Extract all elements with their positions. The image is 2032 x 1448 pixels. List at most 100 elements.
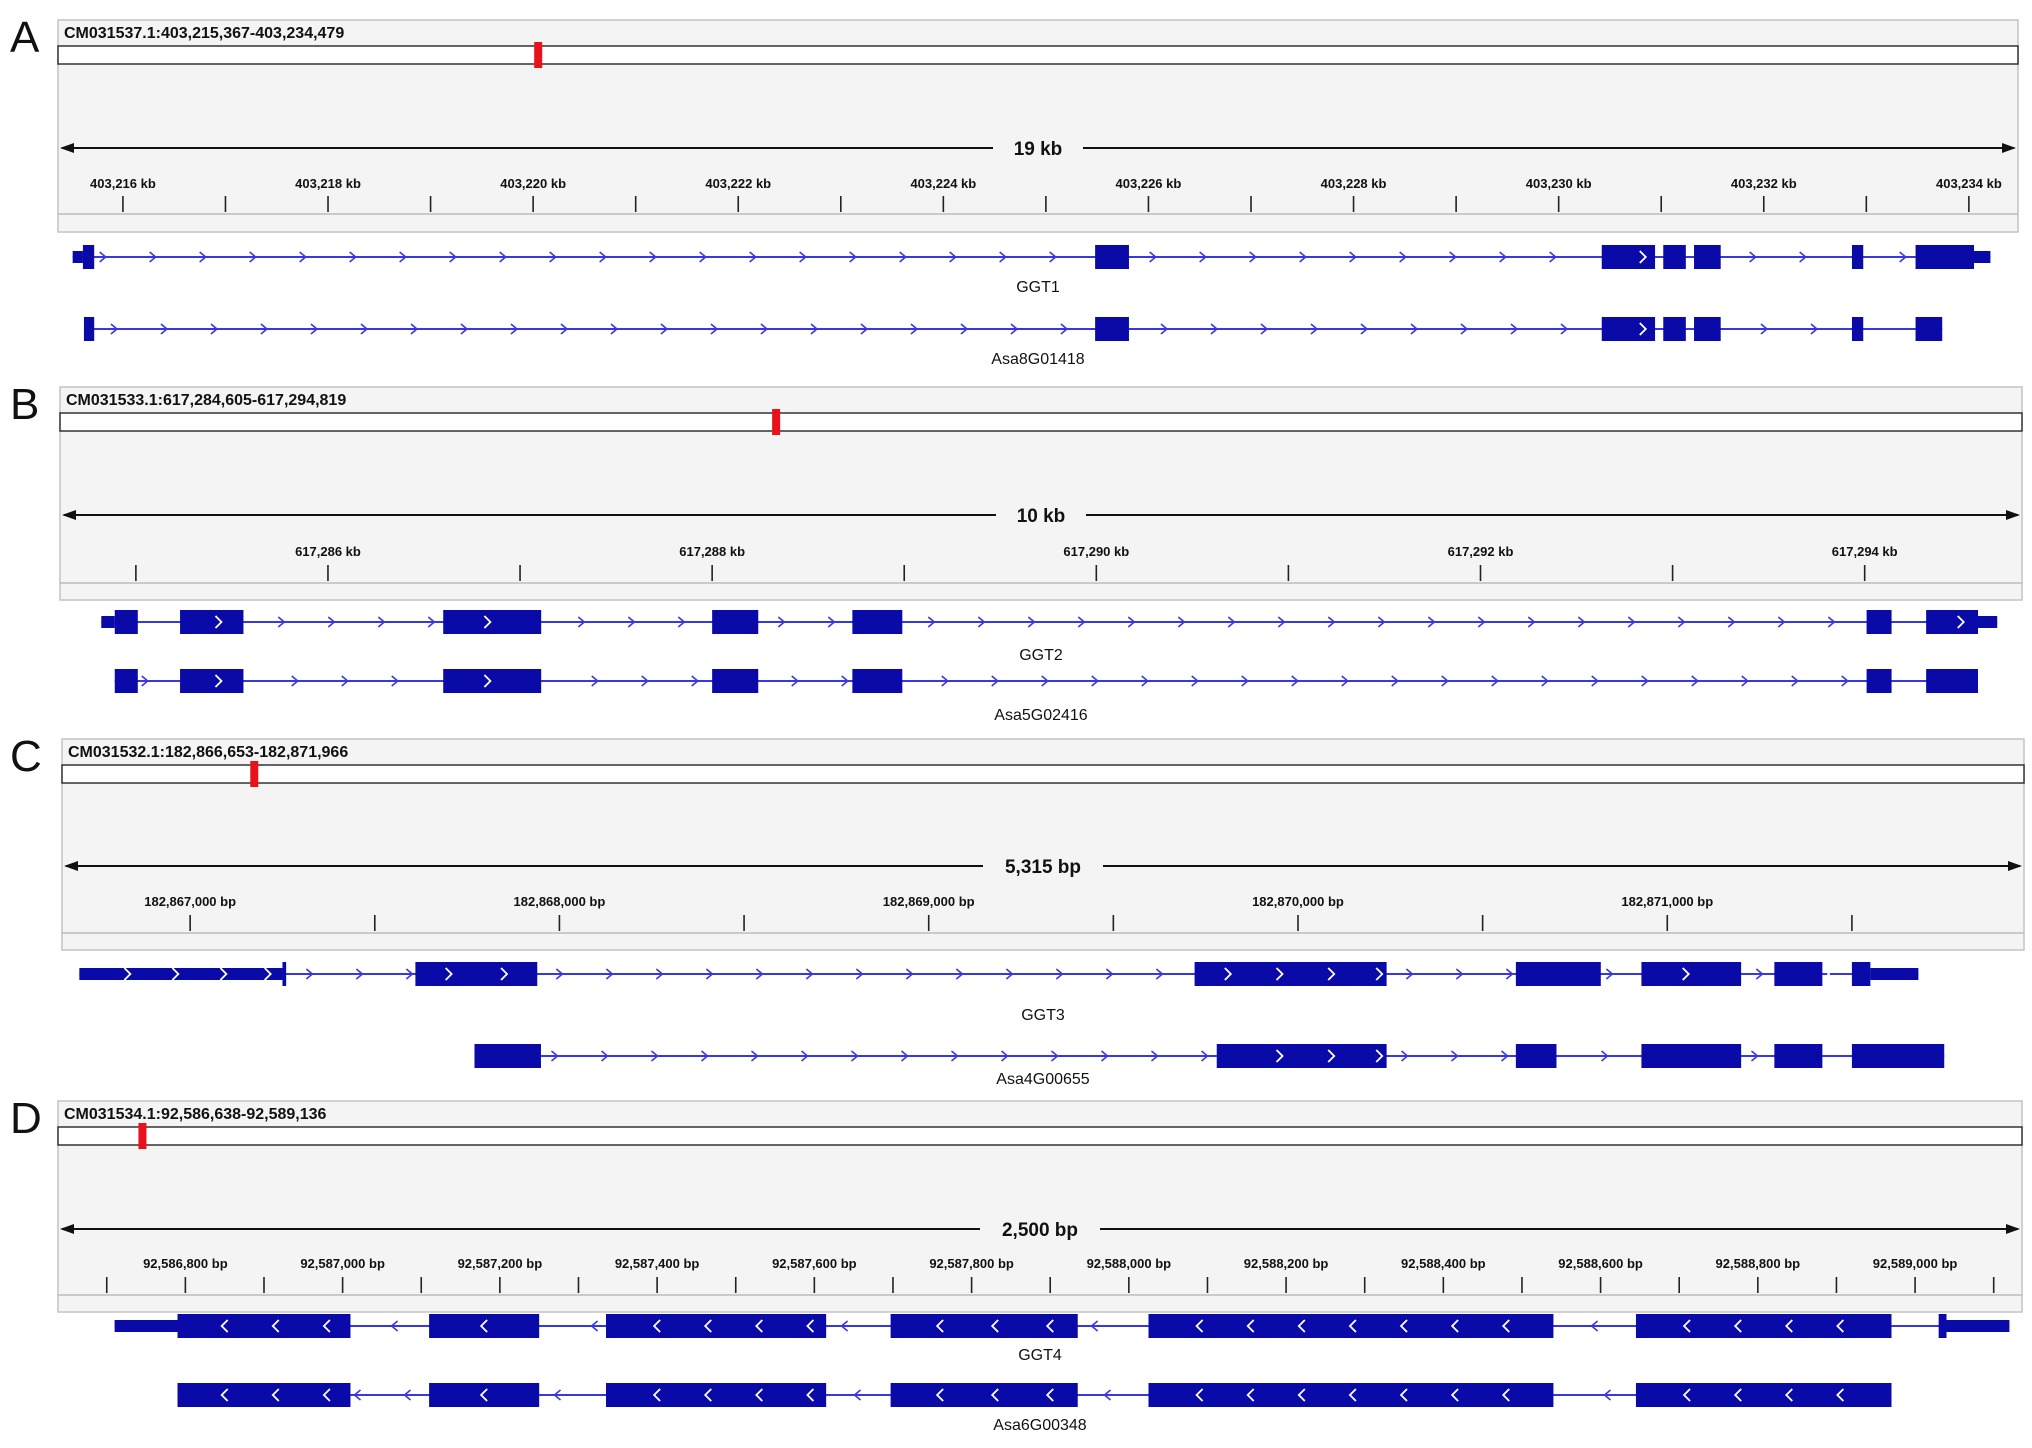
gene-track-asa8g01418[interactable]: Asa8G01418 bbox=[83, 317, 1943, 368]
strand-chevron bbox=[1291, 675, 1299, 687]
exon-strand-chevron bbox=[220, 1319, 229, 1333]
ruler-tick-label: 403,226 kb bbox=[1116, 176, 1182, 191]
gene-track-ggt2[interactable]: GGT2 bbox=[101, 610, 1998, 664]
exon-block bbox=[1851, 245, 1864, 269]
ruler-tick-label: 403,230 kb bbox=[1526, 176, 1592, 191]
ruler-tick-label: 92,587,000 bp bbox=[300, 1256, 385, 1271]
ruler-tick-label: 617,286 kb bbox=[295, 544, 361, 559]
exon-block bbox=[1635, 1314, 1892, 1338]
exon-block bbox=[429, 1383, 540, 1407]
strand-chevron bbox=[1603, 1389, 1612, 1401]
strand-chevron bbox=[1091, 675, 1099, 687]
exon-strand-chevron bbox=[935, 1319, 944, 1333]
exon-block bbox=[712, 610, 759, 634]
strand-chevron bbox=[277, 616, 286, 628]
exon-block bbox=[82, 245, 95, 269]
exon-strand-chevron bbox=[264, 967, 272, 981]
gene-track-asa5g02416[interactable]: Asa5G02416 bbox=[114, 669, 1979, 724]
exon-block bbox=[606, 1314, 827, 1338]
strand-chevron bbox=[1150, 1050, 1159, 1062]
span-label: 5,315 bp bbox=[1005, 857, 1081, 878]
exon-block bbox=[1915, 245, 1975, 269]
exon-strand-chevron bbox=[219, 967, 228, 981]
ruler-tick-label: 92,587,400 bp bbox=[615, 1256, 700, 1271]
ruler-tick-label: 403,232 kb bbox=[1731, 176, 1797, 191]
strand-chevron bbox=[160, 323, 169, 335]
span-arrowhead-left bbox=[62, 510, 76, 520]
strand-chevron bbox=[841, 675, 849, 687]
utr-block bbox=[1978, 616, 1998, 628]
locus-label: CM031533.1:617,284,605-617,294,819 bbox=[66, 392, 346, 409]
exon-strand-chevron bbox=[1450, 1319, 1459, 1333]
gene-track-asa4g00655[interactable]: Asa4G00655 bbox=[474, 1044, 1945, 1088]
exon-block bbox=[852, 669, 903, 693]
strand-chevron bbox=[1627, 616, 1636, 628]
strand-chevron bbox=[999, 251, 1007, 263]
strand-chevron bbox=[355, 968, 364, 980]
exon-strand-chevron bbox=[1450, 1388, 1459, 1402]
strand-chevron bbox=[850, 1050, 859, 1062]
strand-chevron bbox=[353, 1389, 362, 1401]
strand-chevron bbox=[399, 251, 407, 263]
strand-chevron bbox=[827, 616, 836, 628]
strand-chevron bbox=[910, 323, 919, 335]
strand-chevron bbox=[710, 323, 719, 335]
strand-chevron bbox=[1155, 968, 1164, 980]
exon-block bbox=[890, 1383, 1078, 1407]
strand-chevron bbox=[341, 675, 349, 687]
locus-label: CM031532.1:182,866,653-182,871,966 bbox=[68, 744, 348, 761]
gene-track-ggt4[interactable]: GGT4 bbox=[114, 1314, 2010, 1364]
strand-chevron bbox=[210, 323, 219, 335]
strand-chevron bbox=[349, 251, 357, 263]
utr-block bbox=[79, 968, 283, 980]
strand-chevron bbox=[1810, 323, 1819, 335]
strand-chevron bbox=[1460, 323, 1469, 335]
exon-strand-chevron bbox=[214, 615, 223, 629]
strand-chevron bbox=[799, 251, 807, 263]
ruler-tick-label: 92,588,200 bp bbox=[1244, 1256, 1329, 1271]
exon-strand-chevron bbox=[703, 1319, 712, 1333]
exon-strand-chevron bbox=[990, 1319, 999, 1333]
strand-chevron bbox=[1055, 968, 1064, 980]
strand-chevron bbox=[677, 616, 686, 628]
strand-chevron bbox=[610, 323, 619, 335]
panel-letter: C bbox=[10, 732, 42, 781]
panel-letter: D bbox=[10, 1094, 42, 1143]
exon-strand-chevron bbox=[935, 1388, 944, 1402]
chromosome-ideogram bbox=[61, 764, 2025, 784]
span-arrowhead-left bbox=[64, 861, 78, 871]
exon-block bbox=[114, 610, 138, 634]
exon-strand-chevron bbox=[1399, 1319, 1408, 1333]
strand-chevron bbox=[1827, 616, 1836, 628]
gene-track-ggt3[interactable]: GGT3 bbox=[79, 962, 1919, 1024]
gene-name-label: Asa6G00348 bbox=[993, 1417, 1087, 1434]
gene-track-asa6g00348[interactable]: Asa6G00348 bbox=[177, 1383, 1892, 1434]
strand-chevron bbox=[1100, 1050, 1109, 1062]
strand-chevron bbox=[1341, 675, 1349, 687]
ruler-tick-label: 92,588,600 bp bbox=[1558, 1256, 1643, 1271]
strand-chevron bbox=[1541, 675, 1549, 687]
exon-strand-chevron bbox=[1275, 967, 1284, 981]
panel-letter: A bbox=[10, 13, 40, 62]
exon-strand-chevron bbox=[1224, 967, 1233, 981]
chromosome-ideogram bbox=[57, 45, 2019, 65]
gene-name-label: Asa5G02416 bbox=[994, 707, 1088, 724]
strand-chevron bbox=[1600, 1050, 1609, 1062]
exon-block bbox=[1663, 317, 1686, 341]
exon-block bbox=[1694, 317, 1721, 341]
exon-block bbox=[429, 1314, 540, 1338]
strand-chevron bbox=[777, 616, 786, 628]
strand-chevron bbox=[1249, 251, 1257, 263]
strand-chevron bbox=[1441, 675, 1449, 687]
exon-strand-chevron bbox=[483, 615, 492, 629]
ruler-tick-label: 182,868,000 bp bbox=[514, 894, 606, 909]
strand-chevron bbox=[360, 323, 369, 335]
strand-chevron bbox=[1310, 323, 1319, 335]
strand-chevron bbox=[750, 1050, 759, 1062]
gene-track-ggt1[interactable]: GGT1 bbox=[72, 245, 1991, 296]
exon-block bbox=[1774, 1044, 1823, 1068]
strand-chevron bbox=[1727, 616, 1736, 628]
utr-block bbox=[114, 1320, 178, 1332]
strand-chevron bbox=[1677, 616, 1686, 628]
exon-strand-chevron bbox=[479, 1388, 488, 1402]
